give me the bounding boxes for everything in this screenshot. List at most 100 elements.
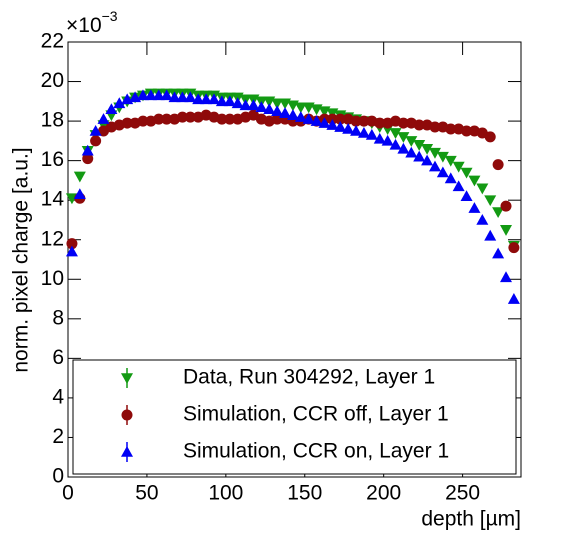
- point: [452, 161, 465, 173]
- point: [263, 103, 276, 115]
- point: [476, 183, 489, 195]
- point: [318, 117, 331, 128]
- y-tick-label: 8: [52, 306, 64, 329]
- point: [89, 124, 102, 136]
- y-tick-label: 4: [52, 385, 64, 408]
- point: [184, 111, 196, 123]
- point: [428, 160, 441, 172]
- point: [208, 93, 221, 105]
- point: [468, 175, 481, 187]
- point: [428, 147, 441, 159]
- point: [436, 151, 449, 163]
- point: [357, 126, 370, 138]
- point: [279, 107, 292, 118]
- point: [113, 97, 126, 109]
- point: [271, 98, 284, 110]
- legend-label: Data, Run 304292, Layer 1: [183, 366, 435, 389]
- point: [294, 102, 307, 114]
- point: [136, 89, 149, 101]
- y-tick-label: 12: [41, 227, 64, 250]
- point: [429, 121, 441, 133]
- point: [255, 101, 268, 113]
- point: [137, 115, 149, 127]
- point: [73, 188, 86, 200]
- point: [413, 119, 425, 131]
- point: [73, 171, 86, 183]
- point: [66, 238, 78, 250]
- point: [444, 172, 457, 184]
- y-tick-label: 20: [41, 69, 64, 92]
- y-tick-label: 0: [52, 465, 64, 488]
- point: [405, 146, 418, 158]
- point: [153, 113, 165, 125]
- y-tick-label: 16: [41, 148, 64, 171]
- point: [224, 113, 236, 125]
- y-tick-label: 14: [41, 188, 65, 211]
- legend-label: Simulation, CCR off, Layer 1: [183, 403, 449, 426]
- point: [397, 132, 410, 143]
- point: [97, 113, 110, 124]
- point: [121, 117, 133, 129]
- point: [492, 159, 504, 171]
- point: [334, 113, 346, 125]
- legend-label: Simulation, CCR on, Layer 1: [183, 440, 449, 463]
- point: [81, 144, 94, 156]
- point: [500, 225, 513, 236]
- point: [271, 113, 283, 125]
- point: [294, 111, 307, 122]
- x-tick-label: 200: [366, 482, 401, 505]
- point: [460, 190, 473, 202]
- point: [310, 115, 323, 126]
- point: [271, 105, 284, 117]
- point: [176, 111, 188, 123]
- y-tick-label: 10: [41, 267, 64, 290]
- point: [184, 91, 197, 103]
- y-tick-label: 22: [41, 30, 64, 53]
- point: [160, 89, 173, 101]
- point: [374, 117, 386, 129]
- y-tick-label: 18: [41, 109, 64, 132]
- x-tick-label: 0: [62, 482, 74, 505]
- point: [365, 128, 378, 140]
- y-tick-label: 2: [52, 425, 64, 448]
- y-tick-label: 6: [52, 346, 64, 369]
- point: [389, 138, 402, 150]
- point: [444, 155, 457, 167]
- legend-box: [72, 359, 517, 475]
- point: [397, 117, 409, 129]
- point: [405, 136, 418, 147]
- point: [436, 166, 449, 178]
- point: [231, 97, 244, 109]
- point: [421, 143, 434, 155]
- point: [176, 91, 189, 103]
- point: [192, 93, 205, 105]
- point: [350, 124, 363, 136]
- point: [82, 153, 94, 165]
- point: [468, 202, 481, 213]
- point: [105, 103, 118, 115]
- point: [216, 113, 228, 125]
- point: [342, 123, 355, 134]
- point: [397, 142, 410, 154]
- point: [144, 89, 157, 101]
- y-axis-label: norm. pixel charge [a.u.]: [10, 147, 33, 372]
- point: [500, 200, 512, 212]
- point: [350, 115, 362, 127]
- point: [161, 113, 173, 125]
- point: [90, 135, 102, 147]
- legend-marker: [121, 446, 133, 457]
- point: [65, 245, 78, 257]
- y-multiplier-exp: −3: [102, 8, 118, 24]
- point: [286, 109, 299, 120]
- point: [223, 95, 236, 107]
- x-tick-label: 150: [287, 482, 322, 505]
- legend-marker: [121, 373, 133, 384]
- point: [302, 113, 315, 124]
- y-multiplier-base: ×10: [66, 14, 102, 37]
- x-tick-label: 250: [445, 482, 480, 505]
- point: [373, 132, 386, 144]
- point: [508, 242, 520, 254]
- point: [247, 99, 260, 111]
- point: [492, 207, 505, 219]
- point: [326, 119, 339, 130]
